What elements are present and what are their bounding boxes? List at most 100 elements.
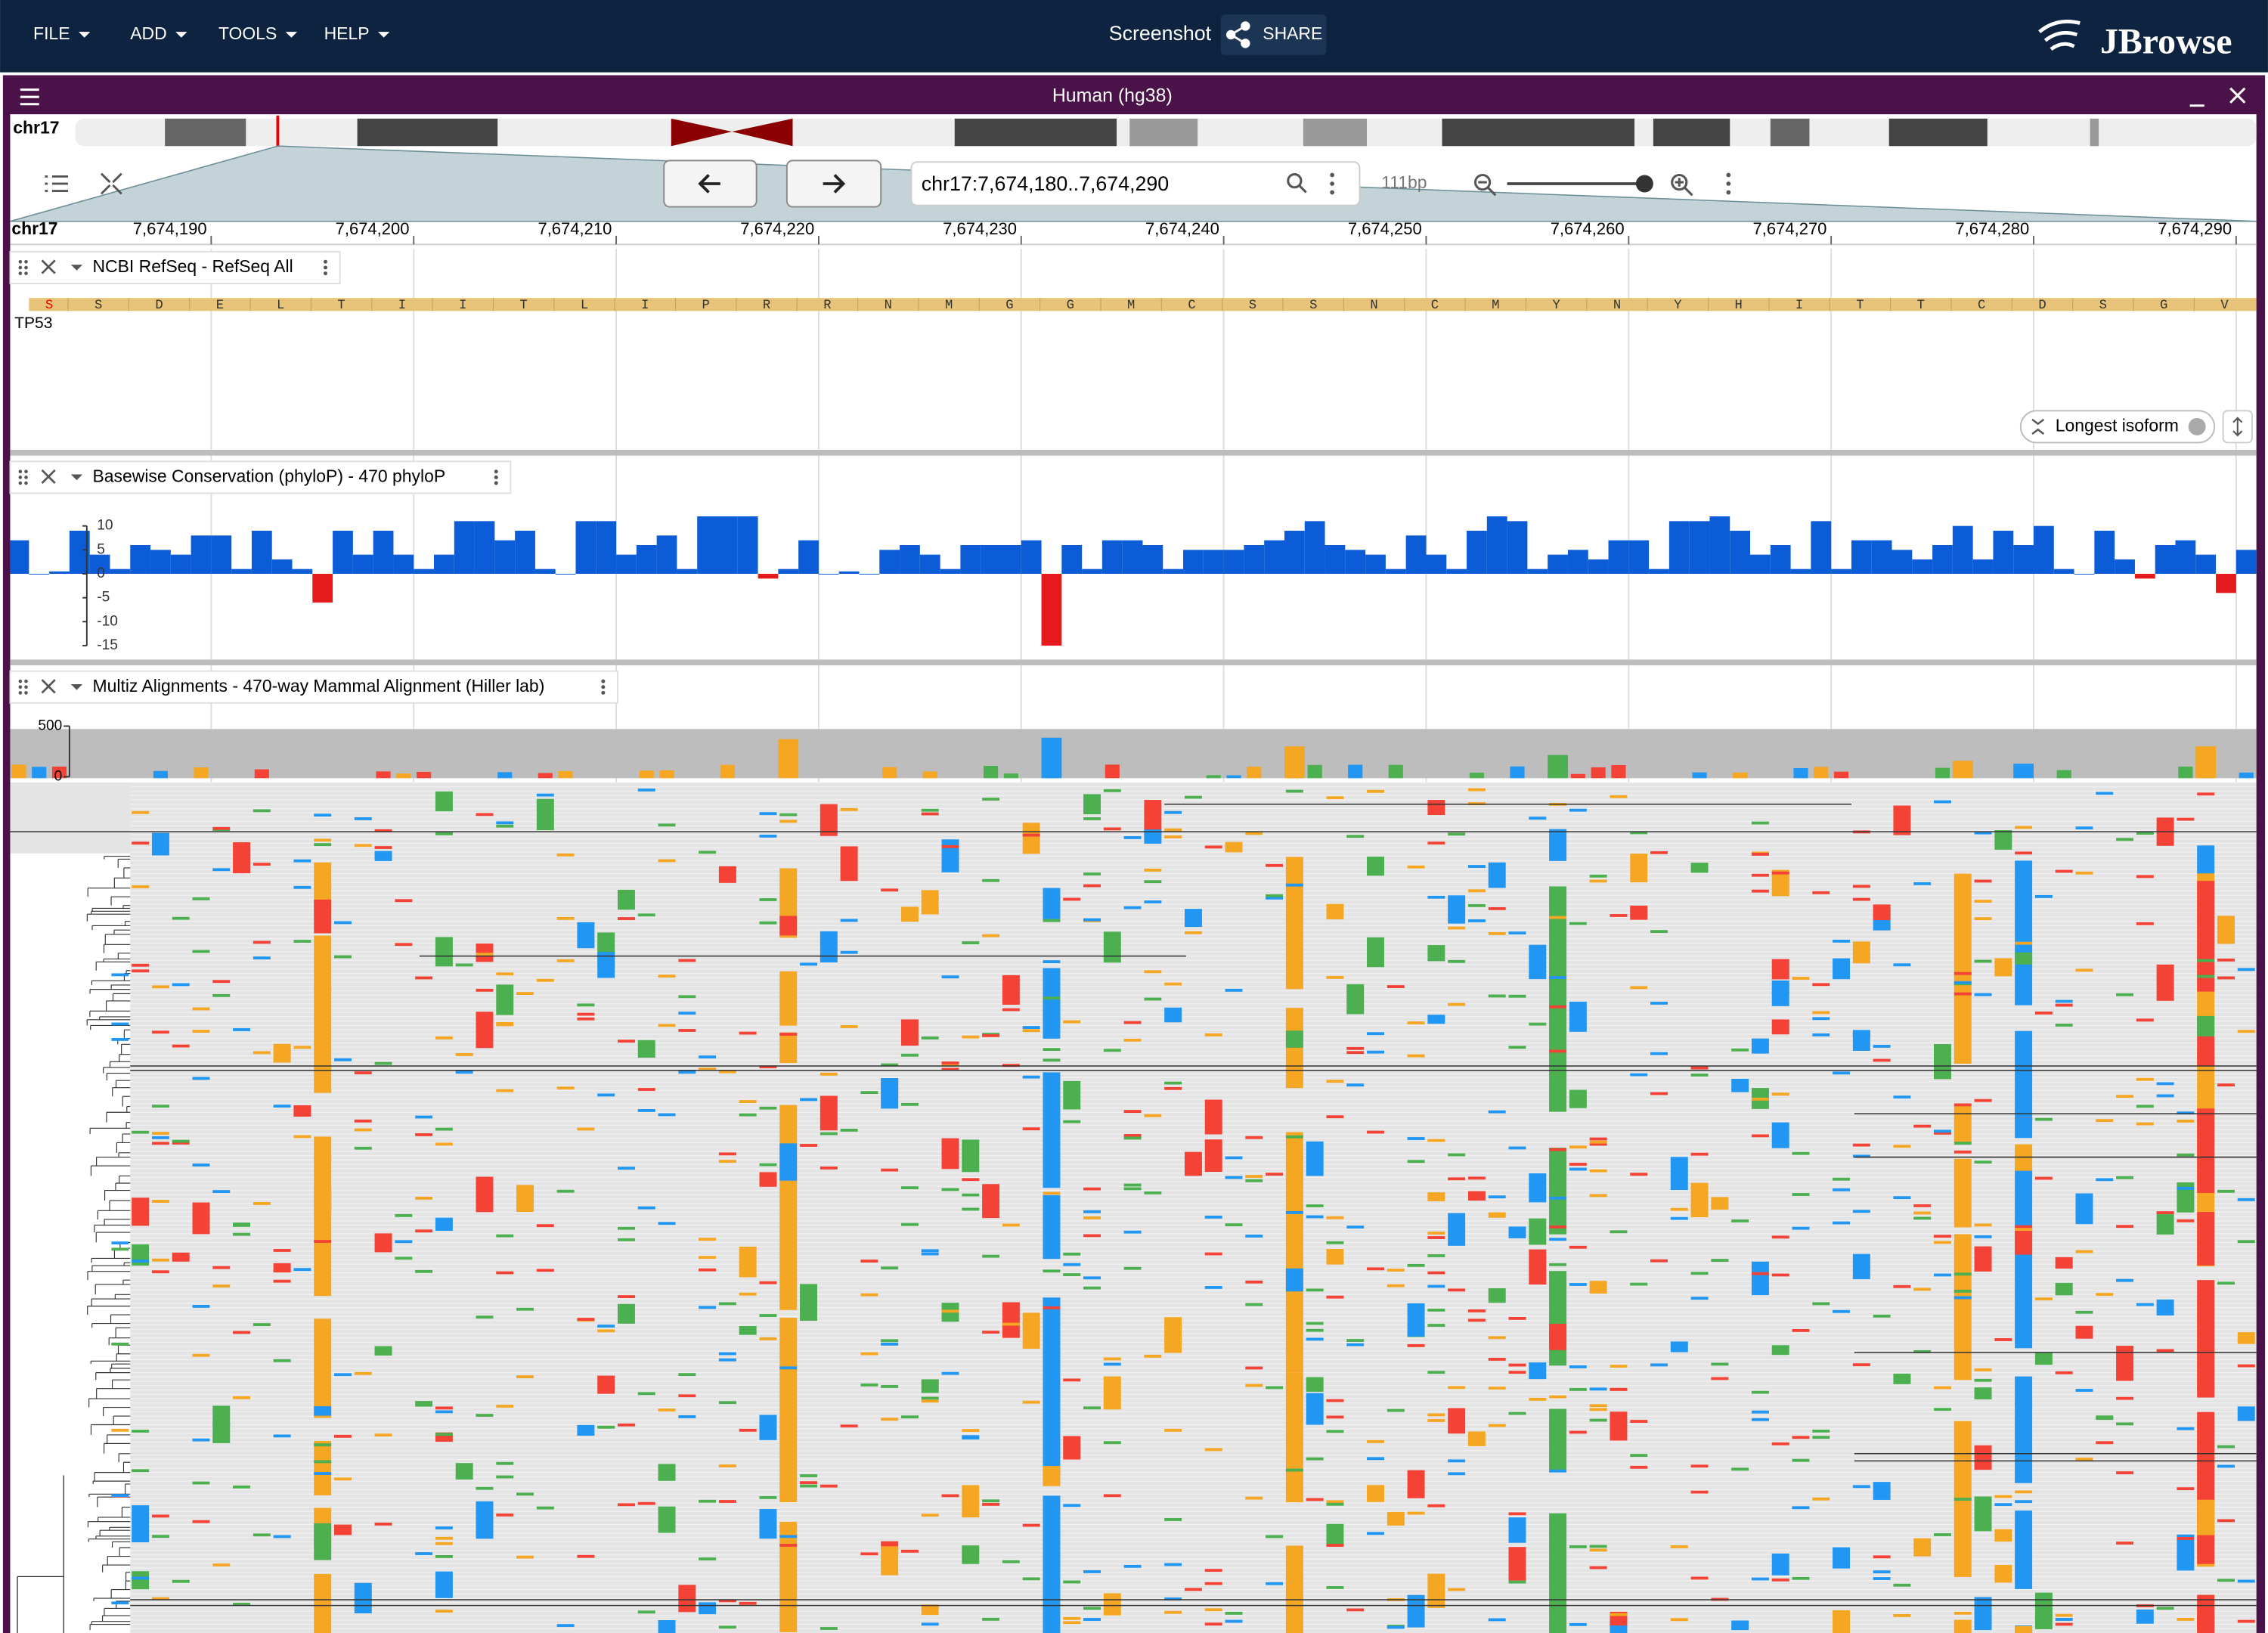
alignment-mismatch bbox=[2136, 1303, 2154, 1306]
alignment-mismatch bbox=[415, 1403, 433, 1407]
search-icon[interactable] bbox=[1287, 173, 1307, 194]
alignment-mismatch bbox=[1043, 1349, 1061, 1353]
menu-dot bbox=[601, 690, 606, 695]
alignment-mismatch bbox=[1063, 1252, 1081, 1256]
zoom-in[interactable] bbox=[1671, 173, 1693, 197]
share-label[interactable]: SHARE bbox=[1263, 23, 1322, 43]
alignment-block bbox=[1043, 1495, 1061, 1633]
phylop-bar bbox=[10, 540, 29, 574]
alignment-mismatch bbox=[699, 1499, 717, 1503]
collapse-button[interactable] bbox=[100, 172, 122, 195]
alignment-mismatch bbox=[1346, 1339, 1365, 1342]
track-collapse[interactable] bbox=[70, 474, 83, 481]
menu-item[interactable]: HELP bbox=[324, 23, 370, 43]
menu-item[interactable]: TOOLS bbox=[218, 23, 277, 43]
alignment-block bbox=[314, 1441, 332, 1495]
alignment-mismatch bbox=[1002, 975, 1020, 1005]
alignment-mismatch bbox=[1529, 1362, 1547, 1380]
phylop-bar bbox=[150, 550, 171, 574]
drag-handle[interactable] bbox=[18, 259, 28, 275]
session-title[interactable]: Screenshot bbox=[1109, 22, 1212, 45]
alignment-mismatch bbox=[1751, 853, 1769, 856]
coverage-mismatch bbox=[1814, 767, 1829, 779]
alignment-mismatch bbox=[1792, 1193, 1810, 1196]
alignment-mismatch bbox=[699, 851, 717, 854]
alignment-mismatch bbox=[132, 1198, 150, 1226]
alignment-mismatch bbox=[415, 1115, 433, 1119]
view-menu-icon[interactable] bbox=[20, 88, 39, 106]
alignment-mismatch bbox=[1387, 1408, 1405, 1412]
alignment-mismatch bbox=[1123, 906, 1142, 909]
close-stroke bbox=[41, 679, 56, 694]
alignment-mismatch bbox=[111, 1342, 129, 1346]
isoform-chip[interactable] bbox=[2019, 410, 2216, 444]
alignment-mismatch bbox=[900, 1102, 919, 1106]
alignment-mismatch bbox=[1285, 1468, 1303, 1472]
alignment-mismatch bbox=[759, 1337, 777, 1340]
alignment-mismatch bbox=[840, 1025, 858, 1028]
phylop-bar bbox=[697, 516, 717, 574]
alignment-mismatch bbox=[617, 889, 635, 910]
alignment-mismatch bbox=[1346, 1226, 1365, 1229]
alignment-mismatch bbox=[1974, 1098, 1992, 1102]
alignment-mismatch bbox=[395, 899, 413, 903]
menu-item[interactable]: FILE bbox=[33, 23, 70, 43]
alignment-mismatch bbox=[1245, 832, 1263, 835]
alignment-mismatch bbox=[658, 975, 676, 978]
alignment-mismatch bbox=[900, 1415, 919, 1419]
close-view-button[interactable] bbox=[2229, 87, 2246, 104]
view-options[interactable] bbox=[1726, 172, 1731, 195]
alignment-mismatch bbox=[556, 1624, 575, 1628]
phylop-bar bbox=[1892, 550, 1913, 574]
track-collapse[interactable] bbox=[70, 683, 83, 690]
alignment-mismatch bbox=[739, 1601, 757, 1605]
alignment-mismatch bbox=[1083, 884, 1101, 888]
phylop-bar bbox=[231, 569, 252, 574]
alignment-mismatch bbox=[1549, 1049, 1567, 1053]
alignment-mismatch bbox=[2055, 1024, 2073, 1027]
chip-delete[interactable] bbox=[2188, 417, 2206, 435]
track-collapse[interactable] bbox=[70, 265, 83, 271]
coverage-tick-label: 0 bbox=[54, 768, 63, 784]
alignment-mismatch bbox=[2136, 1122, 2154, 1126]
drag-handle[interactable] bbox=[18, 679, 28, 695]
close-track[interactable] bbox=[41, 469, 56, 484]
track-menu[interactable] bbox=[494, 469, 498, 485]
alignment-mismatch bbox=[273, 1263, 291, 1273]
alignment-mismatch bbox=[1994, 1503, 2012, 1507]
close-track[interactable] bbox=[41, 679, 56, 694]
menu-item[interactable]: ADD bbox=[130, 23, 166, 43]
alignment-mismatch bbox=[2116, 1095, 2134, 1098]
location-menu[interactable] bbox=[1330, 172, 1334, 195]
drag-handle[interactable] bbox=[18, 469, 28, 485]
alignment-mismatch bbox=[1367, 1457, 1384, 1461]
alignment-mismatch bbox=[860, 1091, 878, 1095]
tree-branch bbox=[111, 1379, 131, 1389]
location-input[interactable] bbox=[910, 161, 1361, 206]
alignment-mismatch bbox=[1833, 958, 1851, 980]
alignment-mismatch bbox=[1812, 891, 1830, 894]
alignment-mismatch bbox=[2177, 1153, 2195, 1157]
zoom-out[interactable] bbox=[1473, 173, 1497, 197]
alignment-mismatch bbox=[2015, 1500, 2033, 1504]
phylop-bar bbox=[1507, 521, 1528, 574]
alignment-mismatch bbox=[1549, 1196, 1567, 1200]
alignment-mismatch bbox=[577, 1012, 595, 1016]
track-name: Basewise Conservation (phyloP) - 470 phy… bbox=[92, 466, 445, 485]
zoom-thumb[interactable] bbox=[1635, 175, 1653, 193]
alignment-mismatch bbox=[1751, 1410, 1769, 1414]
track-menu[interactable] bbox=[601, 679, 606, 695]
track-selector-button[interactable] bbox=[45, 175, 68, 192]
handle-dot bbox=[24, 259, 28, 264]
alignment-mismatch bbox=[739, 1100, 757, 1103]
alignment-mismatch bbox=[1367, 1439, 1384, 1443]
close-track[interactable] bbox=[41, 259, 56, 274]
phylop-bar bbox=[1527, 569, 1548, 574]
alignment-mismatch bbox=[699, 1557, 717, 1560]
alignment-mismatch bbox=[314, 1472, 332, 1475]
track-menu[interactable] bbox=[324, 259, 328, 276]
alignment-mismatch bbox=[759, 898, 777, 901]
phylop-bar bbox=[2013, 544, 2034, 574]
alignment-mismatch bbox=[2034, 1176, 2053, 1180]
coverage-mismatch bbox=[51, 766, 67, 779]
